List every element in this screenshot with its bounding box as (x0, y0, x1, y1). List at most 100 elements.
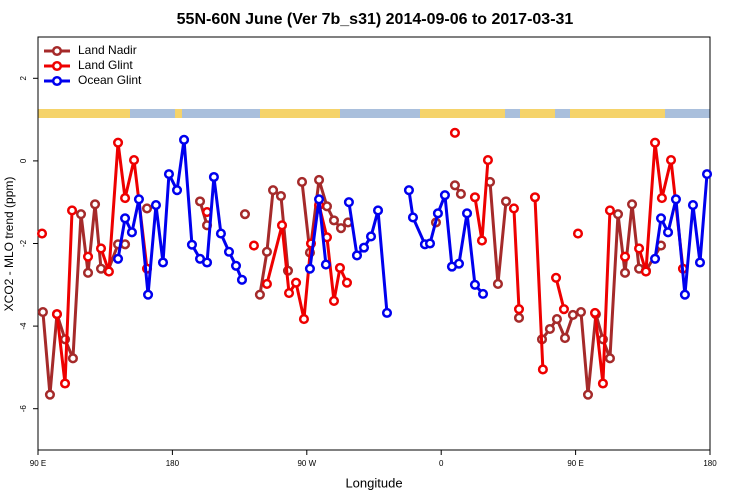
data-point (403, 185, 414, 196)
data-point (215, 228, 226, 239)
data-point (223, 246, 235, 257)
data-point (201, 257, 213, 268)
data-point (261, 278, 272, 290)
data-point (439, 190, 450, 201)
data-point (701, 169, 713, 180)
data-point (120, 213, 131, 224)
data-point (276, 220, 288, 231)
data-point (558, 304, 570, 315)
y-tick-label: -4 (19, 322, 28, 330)
data-point (89, 199, 101, 210)
data-point (477, 288, 489, 299)
data-point (432, 208, 443, 219)
data-point (254, 289, 265, 300)
data-point (469, 279, 480, 290)
data-point (141, 203, 153, 214)
data-point (150, 200, 162, 211)
data-point (304, 263, 315, 274)
data-point (103, 266, 114, 277)
data-point (66, 205, 78, 216)
data-point (321, 201, 333, 212)
data-point (513, 312, 525, 323)
data-point (544, 323, 555, 335)
data-point (656, 193, 667, 204)
x-tick-label: 90 E (30, 459, 46, 468)
data-point (208, 171, 219, 183)
x-tick-label: 90 E (567, 459, 583, 468)
data-point (239, 209, 251, 220)
y-axis-label: XCO2 - MLO trend (ppm) (2, 177, 16, 312)
data-point (126, 227, 137, 238)
data-point (51, 309, 63, 320)
data-point (75, 209, 87, 220)
data-point (178, 134, 190, 145)
data-point (171, 185, 183, 196)
data-point (290, 277, 302, 288)
y-tick-label: 0 (19, 158, 28, 163)
data-point (604, 353, 615, 364)
x-tick-label: 0 (439, 459, 444, 468)
y-tick-label: -6 (19, 405, 28, 413)
data-point (157, 257, 169, 268)
data-point (186, 239, 198, 250)
data-point (44, 389, 55, 400)
data-point (461, 208, 473, 219)
data-point (230, 260, 242, 271)
data-point (500, 196, 512, 207)
data-point (559, 333, 571, 344)
data-point (508, 203, 519, 214)
data-point (694, 257, 706, 268)
data-point (424, 238, 436, 249)
legend-marker (51, 60, 63, 72)
data-point (670, 194, 682, 205)
data-point (112, 137, 124, 148)
data-point (341, 277, 353, 288)
data-point (372, 205, 384, 216)
data-point (328, 215, 340, 226)
data-point (268, 185, 279, 196)
data-point (112, 253, 124, 264)
chart-title: 55N-60N June (Ver 7b_s31) 2014-09-06 to … (177, 11, 574, 28)
data-point (351, 250, 363, 261)
data-point (320, 259, 331, 270)
legend-label: Land Glint (78, 58, 133, 72)
data-point (194, 196, 206, 207)
data-point (604, 205, 615, 216)
data-point (82, 251, 94, 262)
x-tick-label: 180 (703, 459, 717, 468)
data-point (550, 272, 562, 283)
legend-label: Land Nadir (78, 43, 137, 57)
data-point (343, 197, 354, 208)
data-point (453, 258, 465, 269)
data-point (36, 228, 48, 239)
data-point (313, 194, 325, 205)
data-point (575, 307, 587, 318)
data-point (567, 309, 578, 320)
data-point (120, 193, 131, 204)
data-point (67, 353, 78, 364)
data-point (236, 274, 248, 285)
data-point (128, 155, 140, 166)
data-point (59, 378, 71, 389)
x-tick-label: 90 W (297, 459, 316, 468)
y-tick-label: -2 (19, 239, 28, 247)
data-point (649, 253, 661, 264)
data-point (640, 266, 651, 277)
data-point (449, 127, 460, 138)
data-point (82, 267, 94, 278)
data-point (529, 192, 541, 203)
data-point (626, 199, 638, 210)
data-point (133, 194, 144, 205)
data-point (335, 223, 347, 234)
data-point (275, 190, 287, 202)
data-point (365, 231, 377, 242)
data-point (589, 307, 601, 318)
data-point (649, 137, 661, 148)
data-point (492, 278, 503, 290)
data-point (537, 364, 548, 375)
data-point (619, 251, 631, 262)
x-tick-label: 180 (166, 459, 180, 468)
data-point (313, 174, 325, 185)
y-tick-label: 2 (19, 76, 28, 81)
data-point (582, 389, 594, 400)
